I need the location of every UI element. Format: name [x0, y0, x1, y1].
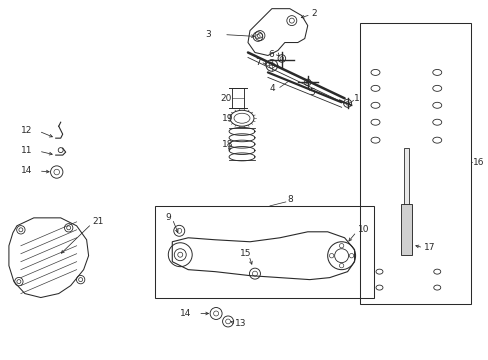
Text: 21: 21: [92, 217, 104, 226]
Text: 17: 17: [424, 243, 435, 252]
Text: 13: 13: [235, 319, 246, 328]
Text: 20: 20: [220, 94, 231, 103]
Text: 3: 3: [205, 30, 210, 39]
Text: 10: 10: [357, 225, 368, 234]
Bar: [359, 23, 470, 303]
Text: 16: 16: [472, 158, 484, 167]
Bar: [400, 204, 411, 255]
Text: 15: 15: [240, 249, 251, 258]
Bar: [232, 88, 244, 108]
Text: 2: 2: [311, 9, 317, 18]
Text: 19: 19: [222, 114, 233, 123]
Text: 4: 4: [269, 84, 275, 93]
Text: 6: 6: [267, 50, 273, 59]
Text: 11: 11: [21, 145, 32, 154]
Text: 14: 14: [21, 166, 32, 175]
Text: 1: 1: [353, 94, 359, 103]
Bar: [403, 148, 408, 208]
Text: 7: 7: [254, 58, 260, 67]
Text: 12: 12: [21, 126, 32, 135]
Text: 5: 5: [309, 88, 315, 97]
Text: 9: 9: [165, 213, 171, 222]
Bar: [155, 206, 374, 298]
Text: 14: 14: [180, 309, 191, 318]
Text: 8: 8: [287, 195, 293, 204]
Text: 18: 18: [222, 140, 233, 149]
